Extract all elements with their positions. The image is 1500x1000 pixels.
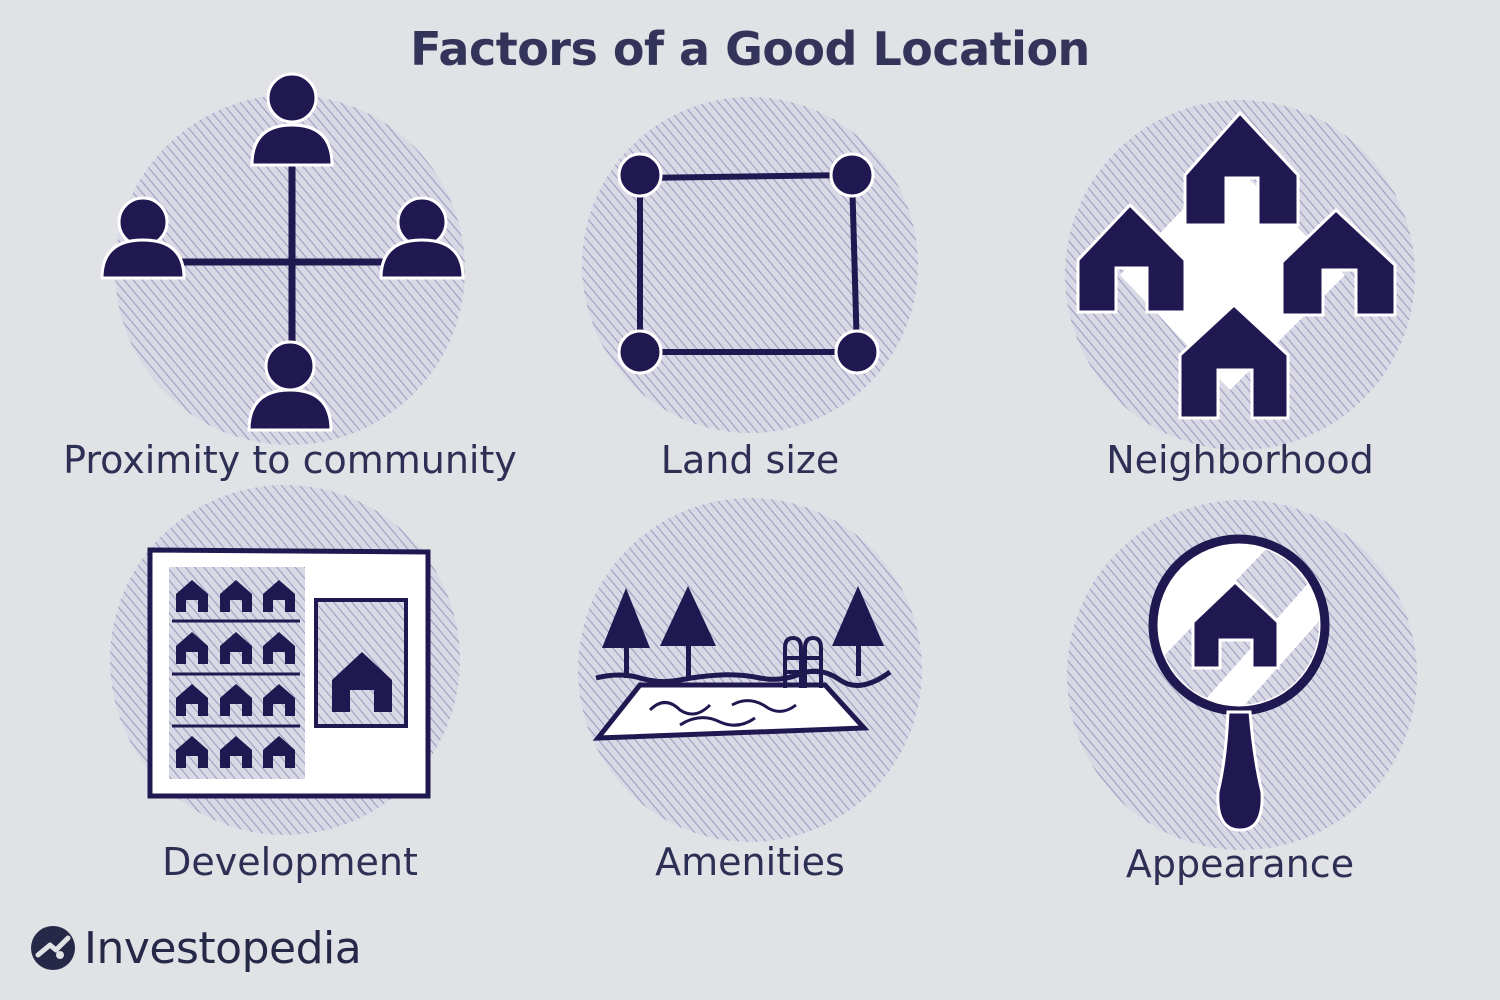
factor-label: Development — [162, 840, 418, 884]
factor-card-appearance: Appearance — [990, 460, 1490, 930]
people-network-icon — [100, 72, 465, 445]
factor-label: Amenities — [655, 840, 845, 884]
factor-card-land-size: Land size — [500, 50, 1000, 520]
factor-card-proximity: Proximity to community — [40, 50, 540, 520]
houses-cluster-icon — [1065, 100, 1415, 450]
investopedia-logo-icon — [31, 926, 75, 970]
magnifier-house-icon — [1067, 500, 1417, 850]
factor-label: Proximity to community — [63, 438, 517, 482]
development-plan-icon — [110, 485, 460, 835]
factor-label: Land size — [660, 438, 840, 482]
factor-card-development: Development — [40, 460, 540, 930]
land-plot-icon — [582, 97, 918, 433]
brand-name: Investopedia — [84, 922, 362, 974]
investopedia-logo: Investopedia — [30, 918, 362, 978]
page-title: Factors of a Good Location — [410, 22, 1090, 76]
factor-card-amenities: Amenities — [500, 460, 1000, 930]
factor-label: Appearance — [1125, 842, 1355, 886]
factor-card-neighborhood: Neighborhood — [990, 50, 1490, 520]
pool-trees-icon — [578, 498, 922, 842]
factor-label: Neighborhood — [1106, 438, 1374, 482]
